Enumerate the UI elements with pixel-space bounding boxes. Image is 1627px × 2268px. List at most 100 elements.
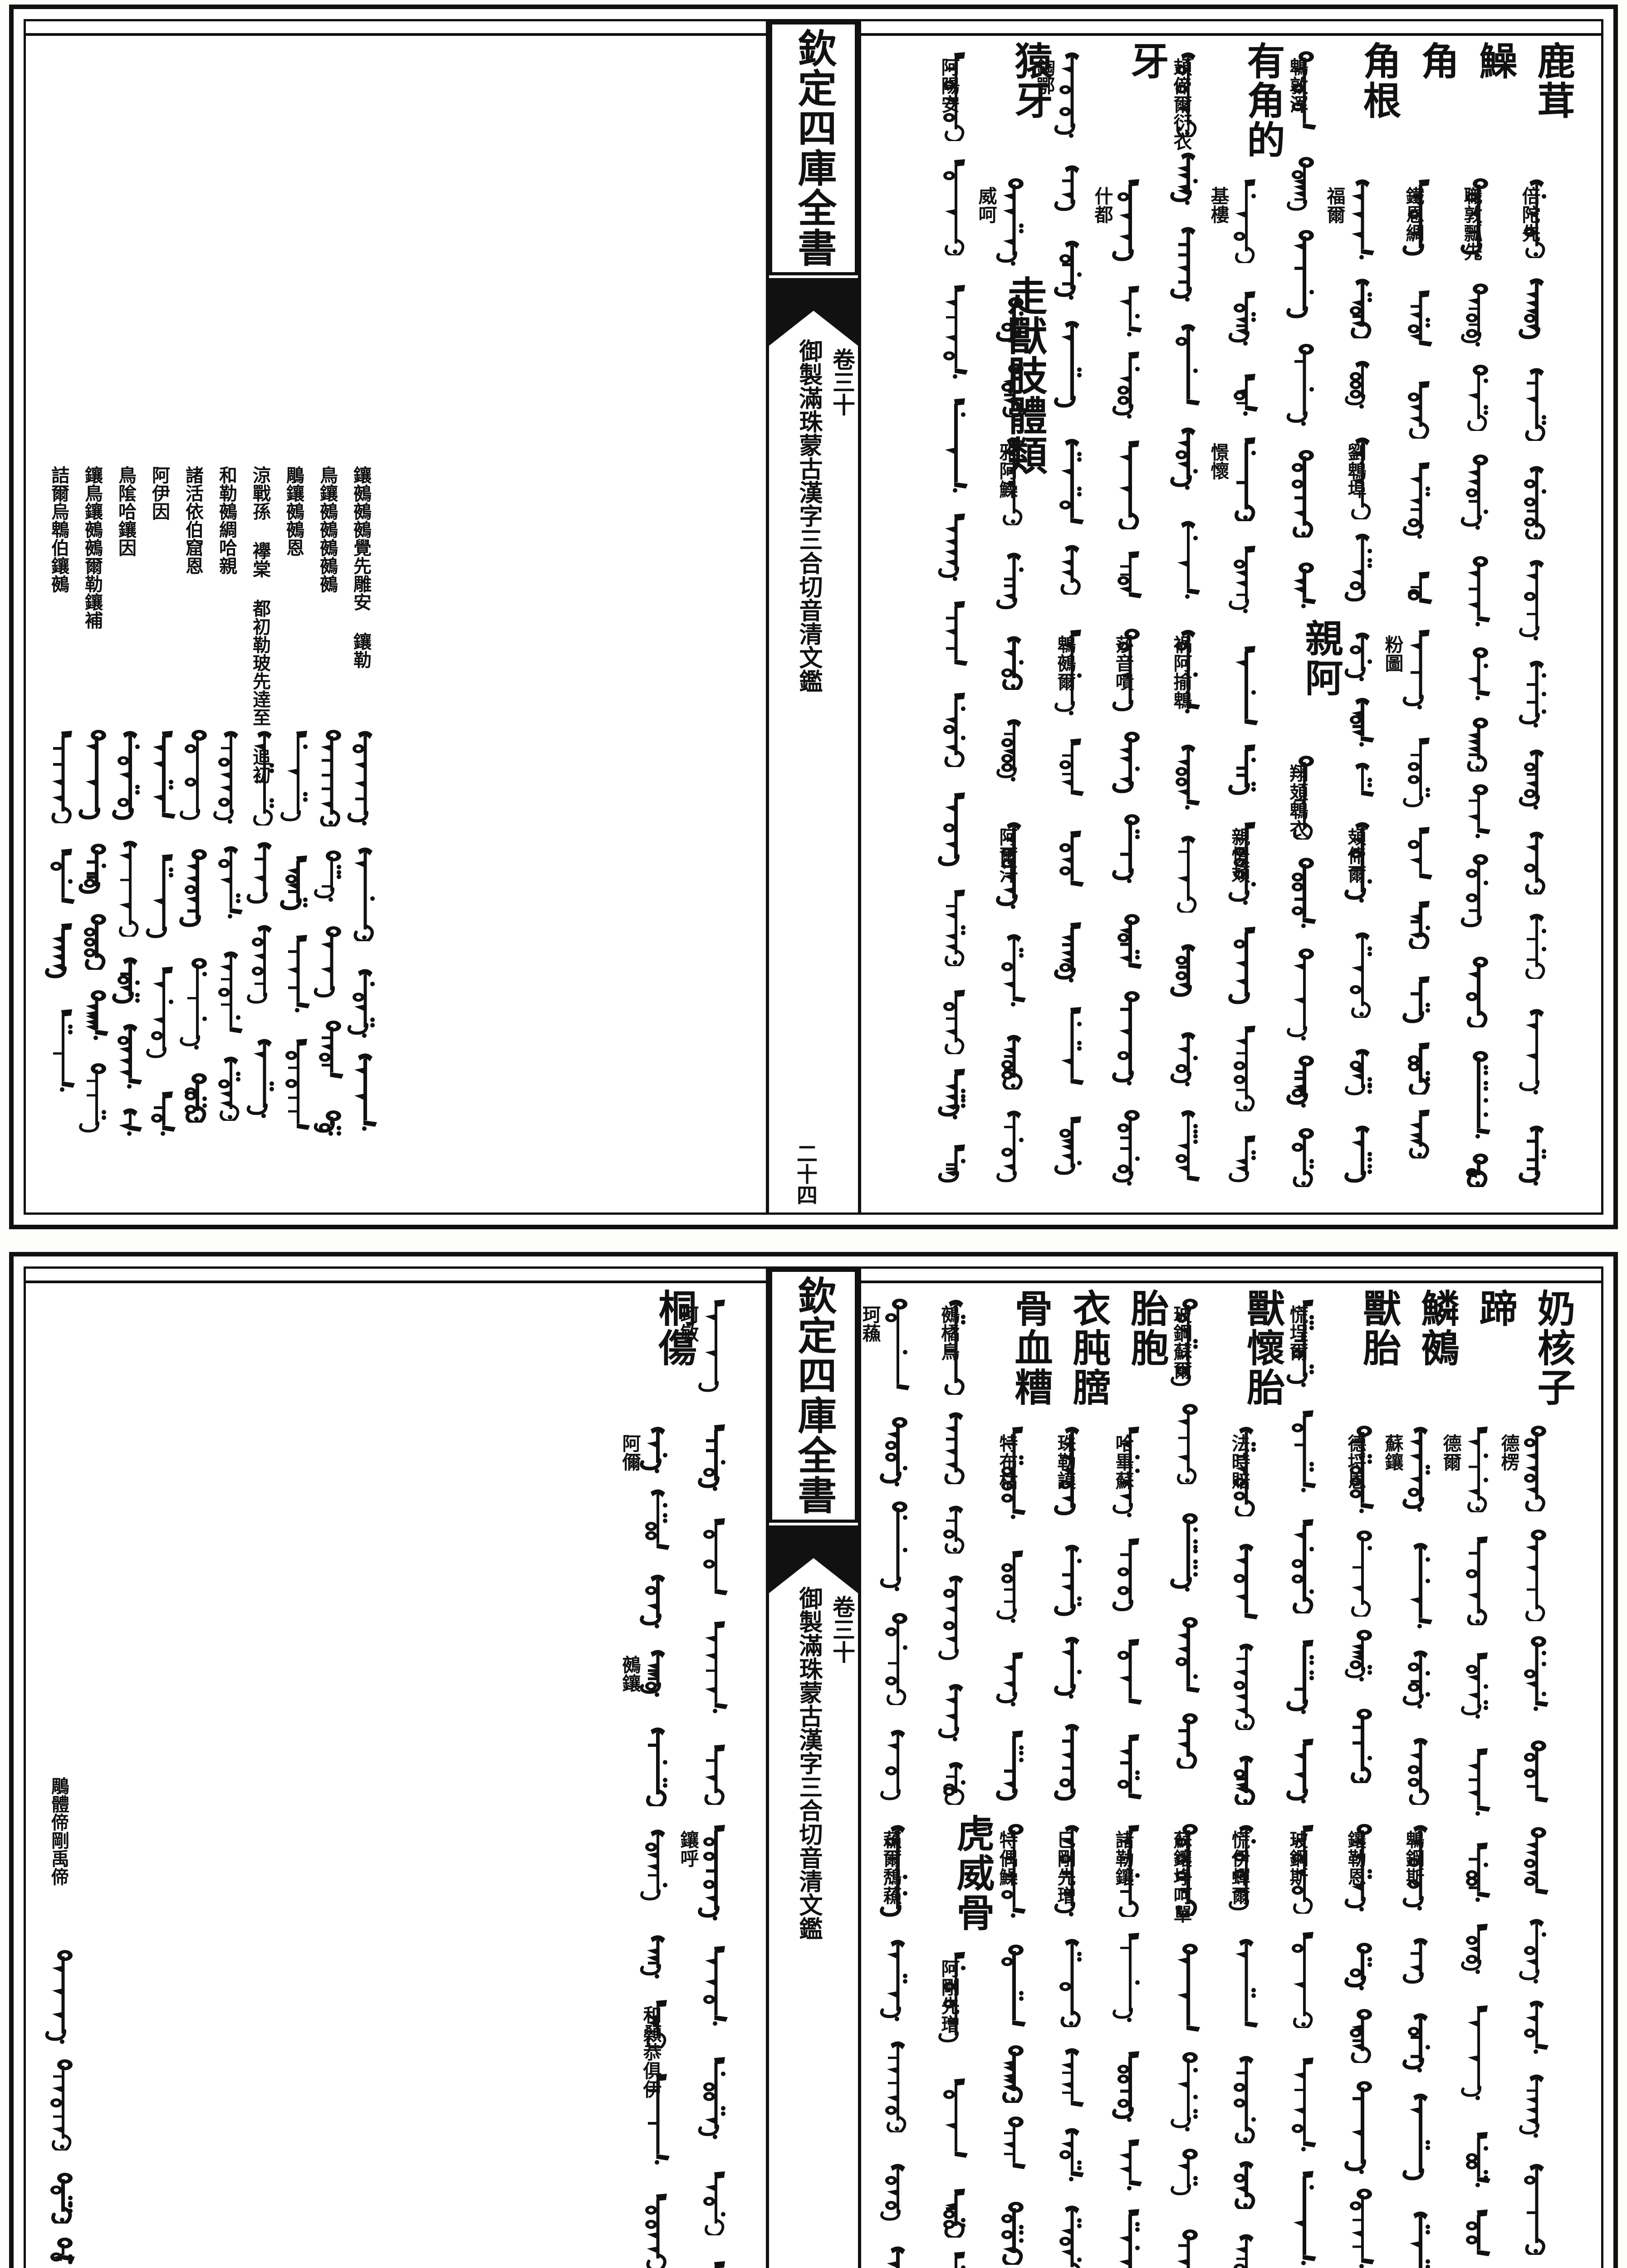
manchu-word [1286,50,1320,135]
manchu-word [1402,1936,1436,1988]
manchu-word [1054,1823,1088,1918]
manchu-word [938,1143,971,1187]
manchu-word [1286,449,1320,538]
manchu-word [996,296,1029,346]
entry-column: 阿陽安 [935,37,993,1203]
manchu-word [1286,1517,1320,1613]
entry-column: 角根 福爾 劉鵯埠 頍偙爾 [1323,37,1402,1203]
manchu-word [1112,628,1146,716]
manchu-word [179,848,213,931]
manchu-word [1402,2011,1436,2074]
manchu-word [938,396,971,494]
manchu-word [1170,1403,1204,1484]
phonetic-gloss: 德爾 [1440,1434,1461,1471]
manchu-word [1170,628,1204,715]
dictionary-entry: 親憬頍 [1225,811,1284,1196]
manchu-word [1054,437,1088,530]
margin-commentary-line: 和勒鵺綢哈親 [216,466,237,575]
phonetic-gloss: 祸阿揄鵯 [1170,635,1192,709]
dictionary-entry: 祸阿揄鵯 [1167,619,1225,1196]
manchu-word [213,844,246,920]
manchu-word [938,1950,971,2047]
phonetic-gloss: 蘇鑲埩呵單 [1170,1830,1192,1923]
manchu-word [1112,284,1146,338]
manchu-word [1519,1635,1552,1712]
dictionary-entry: 鵺鑲 [619,1639,695,1989]
manchu-word [1402,2209,1436,2268]
manchu-word [1286,562,1320,610]
phonetic-gloss: 巳剛先璔 [1054,1830,1076,1905]
dictionary-entry: 蘓爾鵚蘓 [877,1814,935,2268]
manchu-word [112,1022,146,1090]
dictionary-entry: 阿陽安 [935,41,993,1196]
manchu-word [1344,761,1378,802]
manchu-word [1402,570,1436,610]
manchu-word [698,1944,731,2027]
work-title: 御製滿珠蒙古漢字三合切音清文鑑 [795,1586,823,1940]
dictionary-entry: 阿爾汗 [993,811,1051,1196]
manchu-word [996,177,1029,267]
manchu-word [1054,1937,1088,2027]
manchu-word [1054,1114,1088,1179]
manchu-word [280,933,314,1014]
dictionary-entry: 鑲勒恩 [1342,1814,1400,2268]
manchu-word [1286,1408,1320,1494]
manchu-word [1170,1512,1204,1593]
chinese-headword: 獸胎 [1357,1289,1402,1368]
manchu-word [1286,1930,1320,2028]
manchu-word [938,50,971,141]
dictionary-entry: 鱢職敦瓢先 [1458,41,1518,1196]
phonetic-gloss: 粉圖 [1382,635,1403,672]
manchu-word [1112,2137,1146,2192]
manchu-word [938,2187,971,2238]
manchu-word [1344,631,1378,683]
manchu-word [213,949,246,1039]
phonetic-gloss: 鵺橘鳥 [938,1305,960,1361]
manchu-word [1228,1542,1262,1625]
manchu-word [938,2250,971,2268]
volume-label: 卷三十 [829,348,856,416]
manchu-word [1460,1535,1494,1625]
dictionary-entry: 玻鋼蘇爾 [1167,1289,1225,1814]
manchu-word [938,888,971,966]
margin-commentary-line: 阿伊因 [149,466,170,520]
manchu-word [996,717,1029,783]
manchu-word [1519,1999,1552,2055]
manchu-word [938,512,971,582]
manchu-word [1460,364,1494,431]
manchu-word [1170,2148,1204,2200]
dictionary-entry: 獸胎 德埒恩 [1342,1289,1402,1814]
manchu-word [1228,1937,1262,2033]
entry-column: 鱢職敦瓢先 [1458,37,1518,1203]
manchu-word [938,283,971,380]
manchu-word [1286,1127,1320,1187]
manchu-word [1519,912,1552,979]
chinese-headword: 牙 [1125,41,1170,81]
chinese-headword: 有角的 [1241,41,1286,160]
dictionary-entry: 猿牙 威呵 [975,41,1054,426]
manchu-word [1112,1425,1146,1519]
dictionary-entry: 和顙恭俱伊 [637,1989,695,2268]
dictionary-entry: 珂蘓 [859,1289,935,1814]
manchu-word [996,362,1029,417]
category-heading: 走獸肢體類 [1001,275,1048,475]
dictionary-entry: 粉圖 [1382,619,1458,1196]
manchu-word [640,1725,673,1806]
manchu-word [1054,50,1088,139]
manchu-word [1460,283,1494,348]
manchu-word [1519,1007,1552,1096]
chinese-headword: 鱢 [1473,41,1518,81]
manchu-word [1402,974,1436,1027]
margin-commentary-line: 鑲鳥鑲鵺鵺爾勒鑲補 [82,466,103,629]
phonetic-gloss: 福爾 [1323,186,1345,224]
manchu-word [1344,2188,1378,2268]
manchu-word [996,2201,1029,2265]
manchu-word [996,1425,1029,1520]
series-title-box: 欽定四庫全書 [769,1269,858,1523]
manchu-word [1170,1108,1204,1187]
phonetic-gloss: 基樓 [1207,186,1229,224]
manchu-word [1519,1124,1552,1187]
manchu-word [1460,1651,1494,1720]
manchu-word [1460,717,1494,772]
entry-column: 鱗鵺 蘇鑲 鵯鋼斯 [1382,1284,1460,2268]
